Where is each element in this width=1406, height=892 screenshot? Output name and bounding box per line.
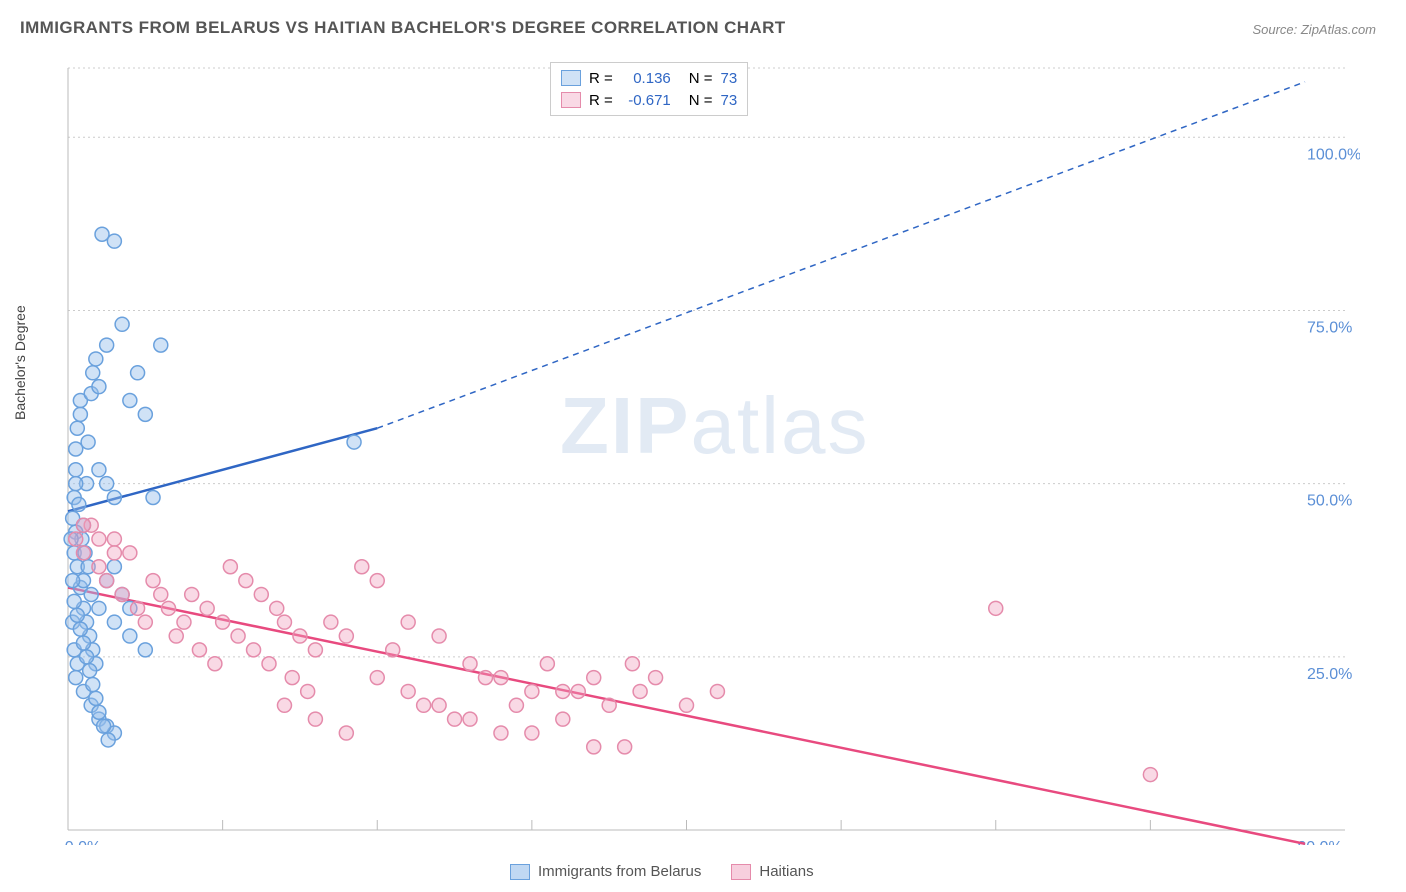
swatch-belarus-icon xyxy=(510,864,530,880)
legend-row-haitians: R = -0.671 N = 73 xyxy=(561,89,737,111)
n-label: N = xyxy=(689,70,713,87)
scatter-plot: 25.0%50.0%75.0%100.0%0.0%80.0% xyxy=(50,60,1360,845)
svg-text:100.0%: 100.0% xyxy=(1307,146,1360,163)
n-value-haitians: 73 xyxy=(721,92,738,109)
r-label: R = xyxy=(589,70,613,87)
r-value-belarus: 0.136 xyxy=(621,70,671,87)
svg-text:25.0%: 25.0% xyxy=(1307,666,1352,683)
r-value-haitians: -0.671 xyxy=(621,92,671,109)
legend-item-haitians: Haitians xyxy=(731,863,813,880)
legend-row-belarus: R = 0.136 N = 73 xyxy=(561,67,737,89)
y-axis-label: Bachelor's Degree xyxy=(12,305,28,420)
source-attribution: Source: ZipAtlas.com xyxy=(1252,22,1376,37)
n-label: N = xyxy=(689,92,713,109)
swatch-haitians-icon xyxy=(731,864,751,880)
svg-text:75.0%: 75.0% xyxy=(1307,319,1352,336)
swatch-belarus xyxy=(561,70,581,86)
series-legend: Immigrants from Belarus Haitians xyxy=(510,863,814,880)
legend-item-belarus: Immigrants from Belarus xyxy=(510,863,701,880)
swatch-haitians xyxy=(561,92,581,108)
n-value-belarus: 73 xyxy=(721,70,738,87)
r-label: R = xyxy=(589,92,613,109)
chart-title: IMMIGRANTS FROM BELARUS VS HAITIAN BACHE… xyxy=(20,18,786,38)
correlation-legend: R = 0.136 N = 73 R = -0.671 N = 73 xyxy=(550,62,748,116)
svg-text:0.0%: 0.0% xyxy=(65,839,101,845)
svg-text:50.0%: 50.0% xyxy=(1307,493,1352,510)
legend-label: Immigrants from Belarus xyxy=(538,863,701,880)
legend-label: Haitians xyxy=(759,863,813,880)
